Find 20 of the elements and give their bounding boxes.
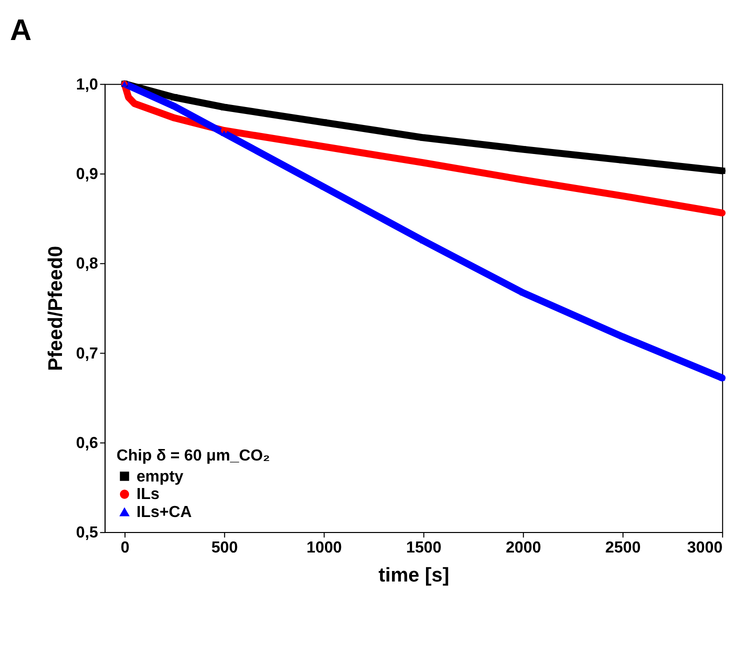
y-tick-label: 0,6 — [76, 434, 98, 452]
legend-label: empty — [136, 468, 184, 486]
legend-label: ILs — [136, 486, 160, 504]
y-tick-label: 0,8 — [76, 256, 98, 273]
x-tick-label: 2500 — [605, 539, 641, 556]
y-tick-label: 0,9 — [76, 166, 98, 183]
y-tick-label: 0,5 — [76, 524, 98, 542]
x-tick-label: 1500 — [406, 539, 442, 556]
y-tick-label: 1,0 — [76, 76, 98, 94]
chart-title: A — [10, 14, 32, 48]
legend-title: Chip δ = 60 μm_CO₂ — [116, 447, 270, 464]
x-tick-label: 3000 — [687, 539, 723, 556]
legend-label: ILs+CA — [136, 504, 192, 522]
x-tick-label: 1000 — [306, 539, 342, 556]
x-tick-label: 2000 — [506, 539, 542, 556]
x-tick-label: 500 — [211, 539, 238, 556]
y-tick-label: 0,7 — [76, 345, 98, 362]
x-axis-title: time [s] — [378, 564, 450, 586]
x-tick-label: 0 — [120, 539, 130, 556]
y-axis-title: Pfeed/Pfeed0 — [45, 246, 68, 371]
